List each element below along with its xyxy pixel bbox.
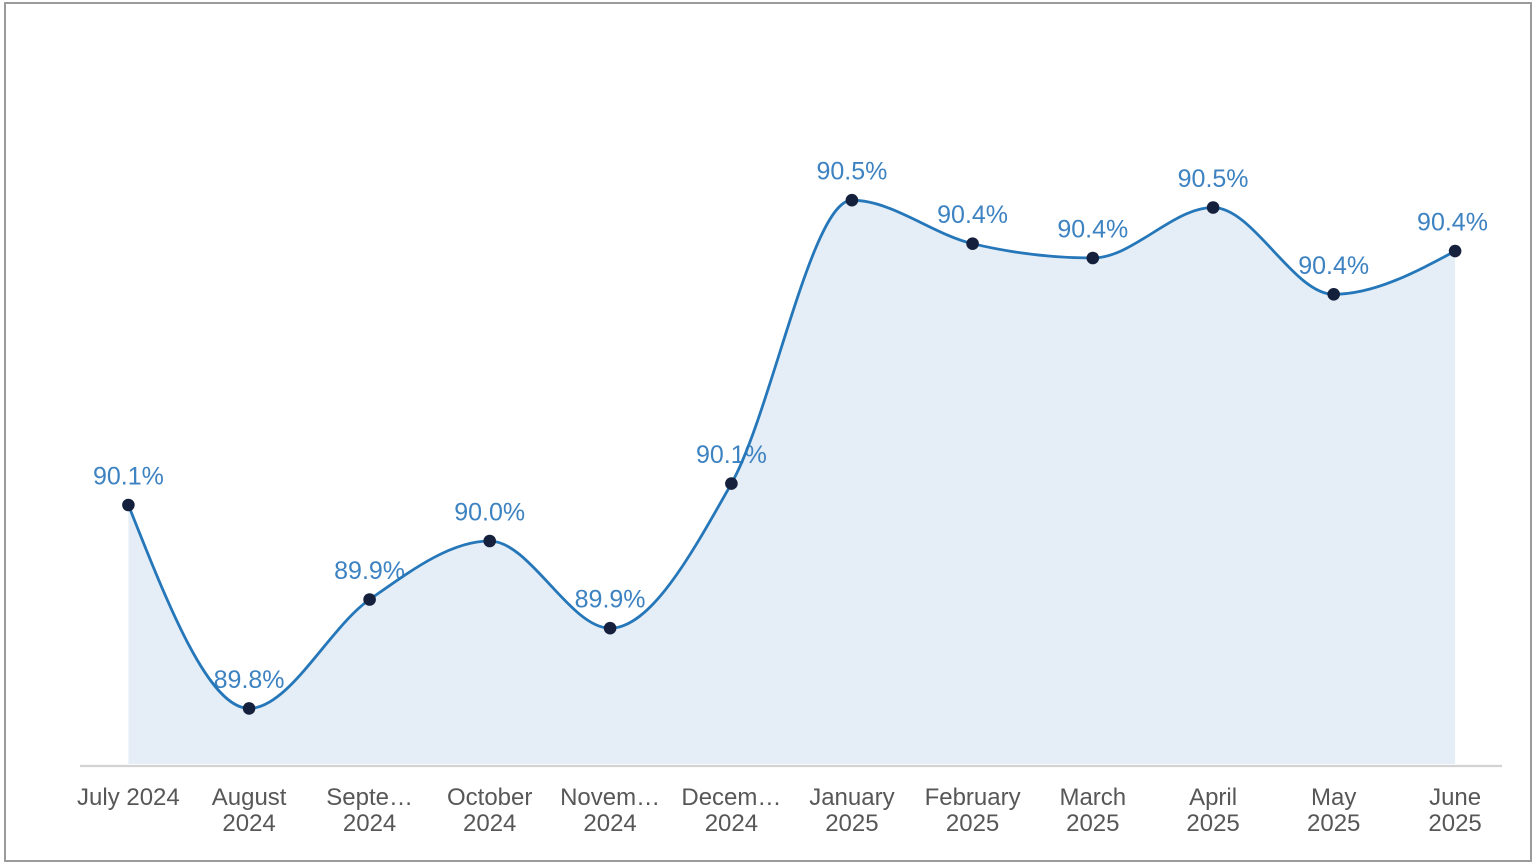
- svg-text:90.5%: 90.5%: [816, 158, 887, 186]
- svg-text:2024: 2024: [705, 810, 758, 837]
- svg-text:2024: 2024: [463, 810, 516, 837]
- svg-text:2025: 2025: [1428, 810, 1481, 837]
- svg-text:90.4%: 90.4%: [1417, 209, 1488, 237]
- svg-text:May: May: [1311, 784, 1356, 811]
- svg-text:Decem…: Decem…: [681, 784, 781, 811]
- svg-text:2024: 2024: [583, 810, 636, 837]
- svg-text:February: February: [925, 784, 1021, 811]
- svg-text:July 2024: July 2024: [77, 784, 180, 811]
- svg-text:2024: 2024: [222, 810, 275, 837]
- svg-text:June: June: [1429, 784, 1481, 811]
- svg-text:Septe…: Septe…: [326, 784, 413, 811]
- svg-text:April: April: [1189, 784, 1237, 811]
- svg-text:October: October: [447, 784, 532, 811]
- svg-text:89.8%: 89.8%: [214, 666, 285, 694]
- svg-text:January: January: [809, 784, 894, 811]
- svg-text:Novem…: Novem…: [560, 784, 660, 811]
- svg-text:2025: 2025: [825, 810, 878, 837]
- svg-text:March: March: [1059, 784, 1126, 811]
- svg-text:August: August: [212, 784, 287, 811]
- svg-text:90.5%: 90.5%: [1178, 165, 1249, 193]
- svg-text:90.4%: 90.4%: [937, 201, 1008, 229]
- svg-text:2025: 2025: [946, 810, 999, 837]
- svg-text:90.4%: 90.4%: [1298, 252, 1369, 280]
- svg-text:90.0%: 90.0%: [454, 499, 525, 527]
- svg-text:89.9%: 89.9%: [334, 557, 405, 585]
- svg-text:2025: 2025: [1307, 810, 1360, 837]
- svg-text:2025: 2025: [1066, 810, 1119, 837]
- svg-text:90.1%: 90.1%: [696, 441, 767, 469]
- svg-text:2024: 2024: [343, 810, 396, 837]
- svg-text:90.4%: 90.4%: [1057, 216, 1128, 244]
- svg-text:89.9%: 89.9%: [575, 586, 646, 614]
- svg-text:2025: 2025: [1186, 810, 1239, 837]
- svg-text:90.1%: 90.1%: [93, 463, 164, 491]
